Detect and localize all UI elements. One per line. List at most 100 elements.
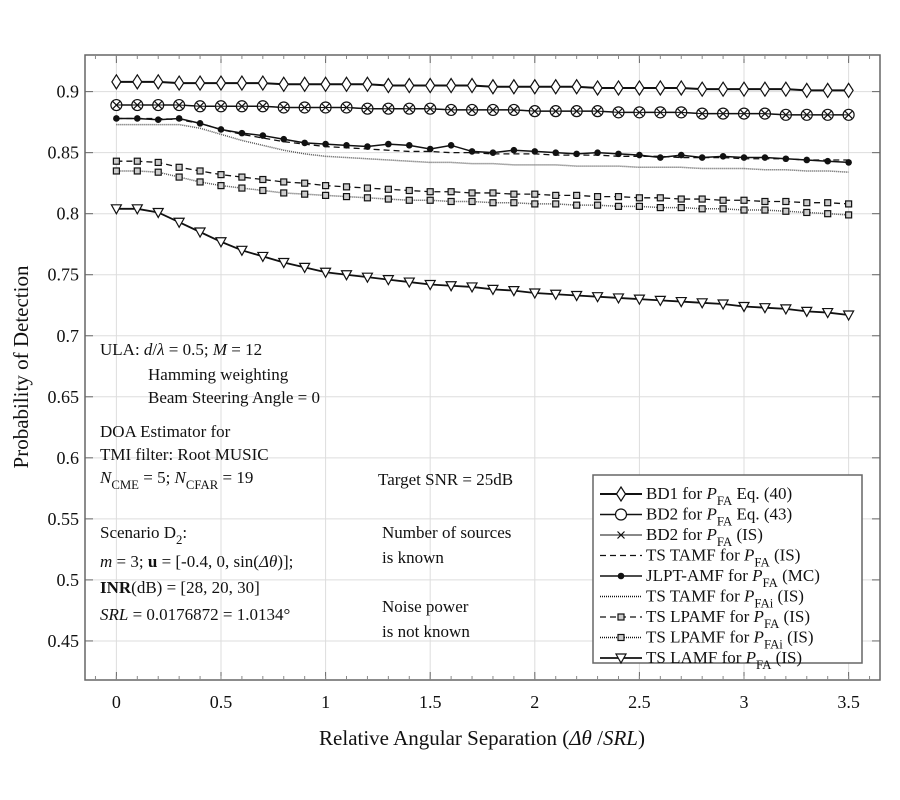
- dot-marker: [301, 139, 308, 147]
- x-marker: [321, 103, 330, 112]
- square-marker: [280, 178, 288, 186]
- x-tick-label: 3.5: [837, 692, 860, 712]
- square-marker: [133, 157, 141, 165]
- x-marker: [279, 103, 288, 112]
- x-marker: [802, 110, 811, 119]
- square-marker: [447, 197, 455, 206]
- x-tick-label: 0: [112, 692, 121, 712]
- annotation-text: Beam Steering Angle = 0: [148, 388, 320, 407]
- square-marker: [656, 203, 664, 212]
- circle-marker: [614, 508, 628, 521]
- x-marker: [698, 109, 707, 118]
- square-marker: [761, 206, 769, 214]
- square-marker: [280, 189, 288, 197]
- x-marker: [719, 109, 728, 118]
- diamond-marker: [132, 73, 143, 90]
- triangle-marker: [570, 290, 583, 302]
- series-5: [113, 115, 852, 166]
- dot-marker: [217, 126, 225, 133]
- annotation-text: Noise power: [382, 597, 469, 616]
- series-line: [116, 160, 849, 205]
- triangle-marker: [403, 277, 416, 289]
- triangle-marker: [424, 279, 437, 291]
- square-marker: [112, 167, 120, 175]
- diamond-marker: [320, 76, 331, 93]
- x-tick-label: 0.5: [210, 692, 233, 712]
- square-marker: [489, 199, 497, 207]
- diamond-marker: [592, 79, 603, 97]
- legend-label: TS LAMF for PFA (IS): [646, 648, 802, 672]
- annotation-text: is not known: [382, 622, 470, 641]
- diamond-marker: [615, 485, 627, 503]
- square-marker: [845, 200, 853, 208]
- x-marker: [175, 101, 184, 109]
- dot-marker: [113, 115, 120, 122]
- dot-marker: [280, 135, 288, 143]
- square-marker: [175, 173, 183, 181]
- square-marker: [593, 193, 602, 201]
- dot-marker: [677, 151, 685, 159]
- triangle-marker: [466, 282, 479, 294]
- dot-marker: [698, 154, 706, 161]
- triangle-marker: [549, 289, 562, 301]
- dot-marker: [154, 116, 162, 123]
- square-marker: [384, 185, 392, 193]
- dot-marker: [175, 115, 183, 122]
- legend-entry: TS TAMF for PFA (IS): [600, 546, 800, 570]
- diamond-marker: [466, 77, 478, 94]
- triangle-marker: [298, 262, 311, 274]
- diamond-marker: [173, 74, 185, 92]
- y-tick-label: 0.8: [57, 204, 80, 224]
- x-marker: [489, 106, 497, 114]
- x-marker: [468, 106, 476, 114]
- square-marker: [698, 205, 706, 213]
- diamond-marker: [404, 77, 415, 94]
- triangle-marker: [235, 245, 248, 257]
- annotations: ULA: d/λ = 0.5; M = 12 Hamming weighting B…: [99, 340, 513, 641]
- x-tick-label: 1: [321, 692, 330, 712]
- x-marker: [781, 110, 790, 119]
- x-marker: [258, 102, 267, 111]
- x-marker: [656, 108, 665, 117]
- series-9: [110, 204, 855, 322]
- square-marker: [656, 194, 664, 202]
- x-tick-label: 1.5: [419, 692, 442, 712]
- x-marker: [154, 101, 163, 109]
- x-marker: [551, 107, 560, 116]
- diamond-marker: [571, 78, 582, 95]
- square-marker: [617, 613, 625, 621]
- annotation-text: ULA: d/λ = 0.5; M = 12: [100, 340, 262, 359]
- diamond-marker: [487, 78, 499, 95]
- square-marker: [468, 197, 476, 206]
- diamond-marker: [153, 73, 164, 90]
- triangle-marker: [821, 307, 834, 319]
- diamond-marker: [738, 81, 750, 98]
- x-axis-label: Relative Angular Separation (Δθ /SRL): [319, 726, 645, 750]
- dot-marker: [259, 132, 267, 139]
- square-marker: [614, 202, 623, 210]
- legend-label: TS LPAMF for PFA (IS): [646, 607, 810, 631]
- square-marker: [617, 633, 625, 642]
- diamond-marker: [194, 74, 206, 92]
- square-marker: [552, 191, 560, 199]
- annotation-text: m = 3; u = [-0.4, 0, sin(Δθ)];: [100, 552, 293, 571]
- y-tick-label: 0.55: [48, 509, 80, 529]
- x-marker: [572, 107, 581, 116]
- dot-marker: [657, 154, 664, 161]
- diamond-marker: [634, 79, 645, 97]
- y-tick-label: 0.75: [48, 265, 80, 285]
- series-6: [116, 123, 849, 173]
- annotation-text: INR(dB) = [28, 20, 30]: [100, 578, 260, 597]
- square-marker: [238, 184, 246, 192]
- diamond-marker: [529, 78, 541, 95]
- x-marker: [614, 108, 623, 117]
- diamond-marker: [111, 73, 122, 90]
- square-marker: [698, 195, 706, 203]
- legend-entry: JLPT-AMF for PFA (MC): [600, 566, 820, 590]
- triangle-marker: [696, 298, 709, 310]
- x-tick-label: 3: [740, 692, 749, 712]
- y-axis-label: Probability of Detection: [9, 265, 33, 468]
- square-marker: [468, 189, 476, 197]
- x-marker: [342, 103, 351, 112]
- annotation-text: Scenario D2:: [100, 523, 187, 547]
